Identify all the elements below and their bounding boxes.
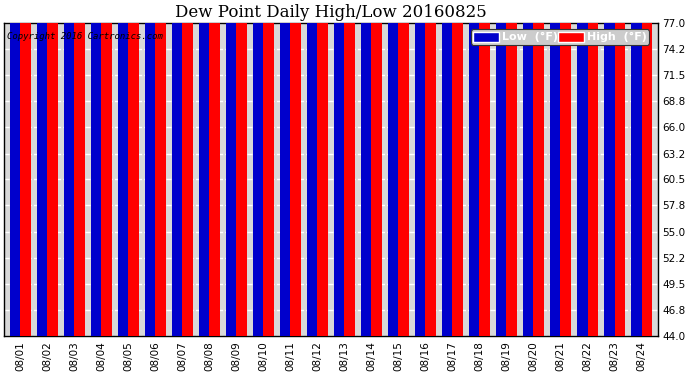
Bar (264, 0, 274, 336)
Bar (172, 0, 182, 336)
Bar (48, 0, 58, 336)
Bar (642, 0, 652, 336)
Bar (631, 0, 642, 336)
Bar (307, 0, 317, 336)
Bar (604, 0, 615, 336)
Bar (237, 0, 247, 336)
Bar (317, 0, 328, 336)
Bar (426, 0, 435, 336)
Bar (388, 0, 398, 336)
Bar (523, 0, 533, 336)
Bar (371, 0, 382, 336)
Bar (415, 0, 426, 336)
Bar (226, 0, 237, 336)
Bar (118, 0, 128, 336)
Bar (361, 0, 371, 336)
Bar (145, 0, 155, 336)
Bar (344, 0, 355, 336)
Bar (182, 0, 193, 336)
Bar (101, 0, 112, 336)
Bar (496, 0, 506, 336)
Bar (128, 0, 139, 336)
Bar (21, 0, 30, 336)
Text: Copyright 2016 Cartronics.com: Copyright 2016 Cartronics.com (8, 32, 164, 41)
Bar (199, 0, 210, 336)
Bar (469, 0, 480, 336)
Bar (64, 0, 75, 336)
Bar (506, 0, 517, 336)
Bar (75, 0, 85, 336)
Bar (550, 0, 560, 336)
Bar (578, 0, 587, 336)
Bar (290, 0, 301, 336)
Title: Dew Point Daily High/Low 20160825: Dew Point Daily High/Low 20160825 (175, 4, 487, 21)
Legend: Low  (°F), High  (°F): Low (°F), High (°F) (471, 30, 649, 45)
Bar (398, 0, 408, 336)
Bar (453, 0, 463, 336)
Bar (155, 0, 166, 336)
Bar (615, 0, 624, 336)
Bar (334, 0, 344, 336)
Bar (10, 0, 21, 336)
Bar (587, 0, 598, 336)
Bar (91, 0, 101, 336)
Bar (280, 0, 290, 336)
Bar (37, 0, 48, 336)
Bar (210, 0, 219, 336)
Bar (253, 0, 264, 336)
Bar (442, 0, 453, 336)
Bar (533, 0, 544, 336)
Bar (560, 0, 571, 336)
Bar (480, 0, 490, 336)
